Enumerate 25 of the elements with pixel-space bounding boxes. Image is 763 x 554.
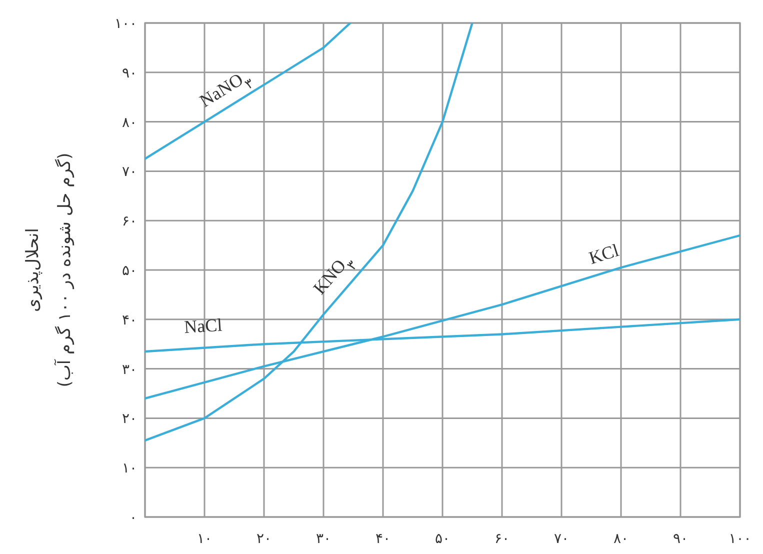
y-tick-label: ۱۰ xyxy=(122,460,137,477)
y-tick-label: ۰ xyxy=(129,510,137,526)
x-tick-label: ۸۰ xyxy=(613,531,629,547)
series-label: NaCl xyxy=(184,314,223,338)
text: KCl xyxy=(586,240,622,268)
x-tick-label: ۶۰ xyxy=(494,531,510,547)
y-tick-label: ۹۰ xyxy=(122,65,137,82)
x-tick-label: ۴۰ xyxy=(375,531,391,547)
y-tick-label: ۲۰ xyxy=(122,411,137,428)
y-tick-label: ۷۰ xyxy=(122,164,137,180)
y-tick-label: ۱۰۰ xyxy=(114,16,137,32)
x-tick-label: ۷۰ xyxy=(554,531,570,547)
y-axis-title: انحلال‌پذیری (گرم حل شونده در ۱۰۰ گرم آب) xyxy=(23,152,75,388)
y-tick-label: ۸۰ xyxy=(122,114,137,131)
x-tick-label: ۲۰ xyxy=(256,531,272,547)
x-tick-label: ۱۰۰ xyxy=(728,531,752,547)
y-tick-label: ۳۰ xyxy=(122,362,137,378)
x-tick-label: ۱۰ xyxy=(196,531,212,547)
y-tick-label: ۵۰ xyxy=(122,263,137,279)
x-tick-label: ۳۰ xyxy=(316,531,332,547)
line-series xyxy=(145,23,352,160)
y-tick-label: ۶۰ xyxy=(122,214,137,230)
x-tick-label: ۵۰ xyxy=(434,531,450,547)
x-tick-label: ۹۰ xyxy=(672,531,688,547)
y-tick-label: ۴۰ xyxy=(122,312,137,328)
